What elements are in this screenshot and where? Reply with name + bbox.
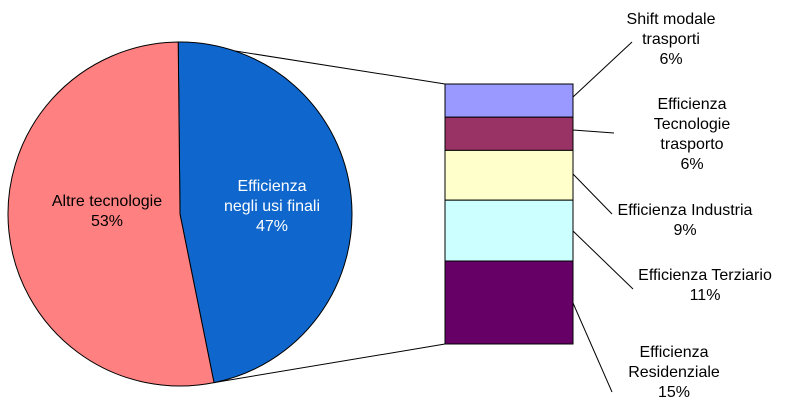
leader-line-1 [572, 41, 633, 98]
pie-label-altre-tecnologie: Altre tecnologie 53% [52, 193, 162, 230]
bar-label-2: Efficienza Tecnologie trasporto 6% [654, 96, 731, 173]
leader-line-5 [572, 302, 613, 393]
bar-label-3: Efficienza Industria 9% [618, 202, 753, 239]
leader-line-4 [572, 230, 634, 290]
connector-line-bottom [213, 343, 446, 384]
bar-segment-4 [444, 199, 574, 262]
pie-slice-altre-tecnologie [7, 41, 215, 387]
leader-line-3 [572, 173, 613, 215]
bar-label-1: Shift modale trasporti 6% [627, 11, 716, 68]
bar-segment-1 [444, 83, 574, 118]
bar-segment-2 [444, 116, 574, 151]
bar-segment-5 [444, 260, 574, 345]
leader-line-2 [572, 129, 615, 134]
bar-label-4: Efficienza Terziario 11% [638, 267, 772, 304]
bar-label-5: Efficienza Residenziale 15% [628, 344, 720, 401]
pie-label-efficienza-usi-finali: Efficienza negli usi finali 47% [224, 178, 320, 235]
pie-slice-efficienza-usi-finali [177, 41, 353, 384]
bar-segment-3 [444, 149, 574, 201]
